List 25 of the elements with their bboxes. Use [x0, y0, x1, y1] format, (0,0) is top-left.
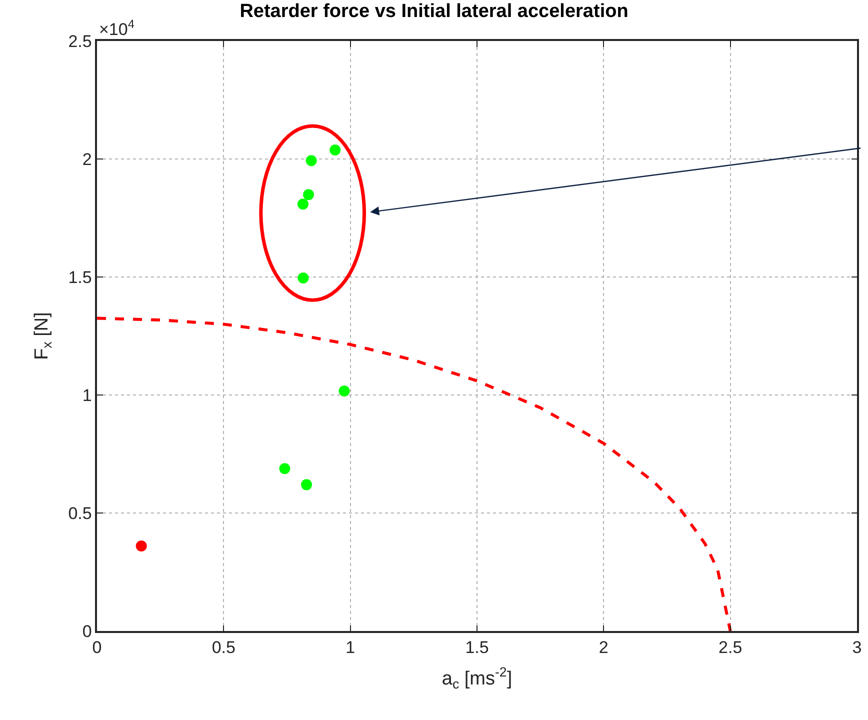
x-tick-label: 0.5	[212, 638, 236, 658]
y-tick-label: 2.5	[68, 32, 92, 51]
y-tick-label: 1	[82, 386, 92, 405]
y-tick-label: 0	[82, 622, 92, 641]
x-tick-label: 2	[598, 638, 608, 658]
point	[301, 479, 312, 490]
line-series	[97, 316, 732, 631]
point	[330, 144, 341, 156]
point	[136, 540, 147, 552]
point	[306, 155, 317, 166]
y-tick-label: 2	[82, 150, 92, 169]
point	[279, 463, 290, 474]
point	[298, 272, 309, 284]
y-tick-label: 1.5	[68, 268, 92, 287]
x-axis-title: a$_{c}$ [ms$^{-2}$]	[442, 664, 512, 692]
y-tick-label: 0.5	[68, 504, 92, 523]
point	[338, 385, 350, 396]
x-tick-label: 1.5	[465, 638, 489, 658]
x-tick-label: 2.5	[718, 638, 742, 658]
x-tick-label: 3	[852, 638, 862, 658]
point	[297, 198, 308, 210]
chart-title: Retarder force vs Initial lateral acceleration	[240, 0, 628, 22]
point	[303, 189, 314, 200]
text: ×10$^{4}$	[99, 17, 135, 40]
x-tick-label: 1	[346, 638, 356, 658]
